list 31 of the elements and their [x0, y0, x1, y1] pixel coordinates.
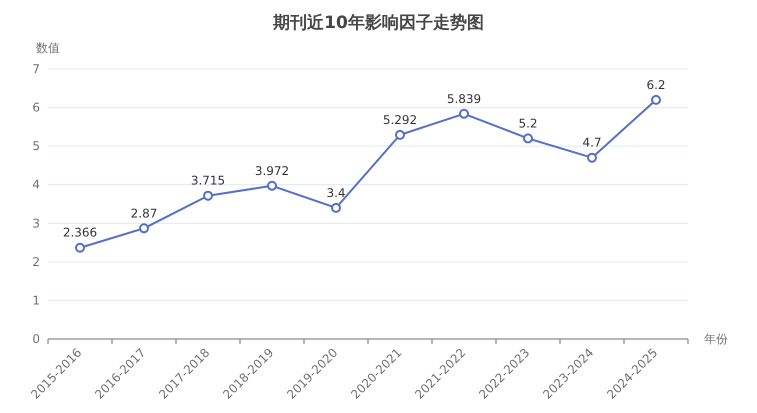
y-tick-label: 6 [32, 100, 40, 115]
point [523, 133, 533, 144]
data-label: 3.715 [190, 174, 226, 188]
y-axis-title: 数值 [36, 41, 60, 55]
data-label: 6.2 [646, 78, 666, 92]
point [587, 152, 597, 163]
y-tick-label: 4 [32, 178, 40, 192]
data-label: 4.7 [582, 136, 602, 150]
point [203, 190, 213, 201]
data-label: 2.87 [130, 206, 158, 220]
point [395, 130, 405, 140]
point [75, 242, 85, 253]
data-label: 3.4 [326, 186, 346, 200]
chart-title: 期刊近10年影响因子走势图 [272, 13, 484, 33]
data-label: 3.972 [254, 164, 290, 178]
y-tick-label: 2 [32, 254, 40, 269]
point [267, 180, 277, 191]
y-tick-label: 5 [32, 139, 40, 154]
y-tick-label: 0 [32, 332, 40, 346]
point [651, 94, 661, 105]
y-tick-label: 1 [32, 293, 40, 308]
data-label: 5.2 [518, 116, 538, 130]
data-label: 2.366 [62, 226, 98, 240]
data-label: 5.839 [446, 92, 482, 106]
data-label: 5.292 [382, 112, 418, 127]
point [139, 223, 149, 234]
y-tick-label: 3 [32, 216, 40, 230]
x-axis-title: 年份 [704, 332, 728, 346]
point [459, 108, 469, 119]
point [331, 202, 341, 213]
y-tick-label: 7 [32, 62, 40, 76]
